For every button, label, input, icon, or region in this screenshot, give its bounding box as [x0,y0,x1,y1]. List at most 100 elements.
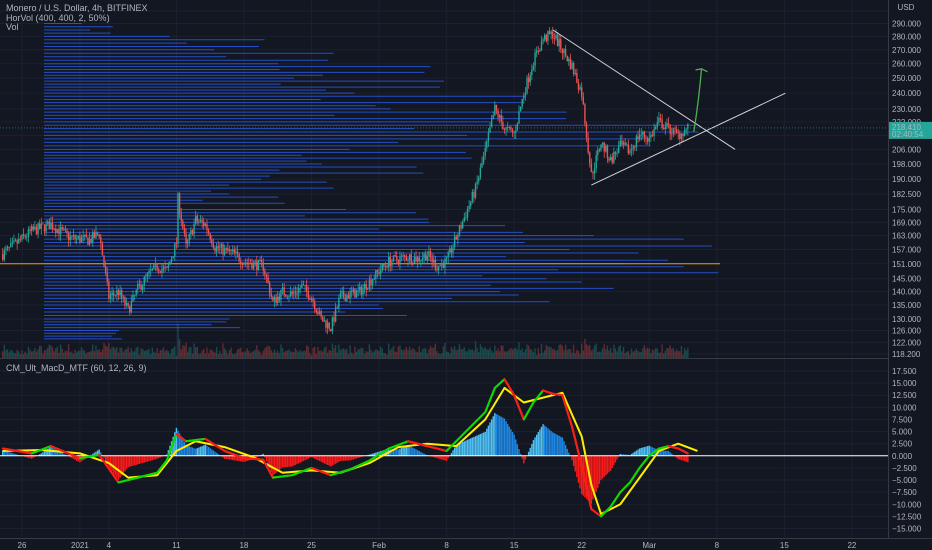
candle-body [566,55,568,62]
candle-body [389,256,392,266]
macd-histogram-bar [199,446,202,456]
volume-bar [680,345,683,358]
candle-body [433,259,435,263]
macd-histogram-bar [539,429,541,456]
candle-body [323,320,326,322]
macd-line-segment [600,505,612,518]
triangle-upper-trendline [552,29,736,150]
candle-body [537,50,539,52]
candle-body [654,126,657,129]
candle-body [383,263,385,266]
candle-body [92,232,94,243]
volume-bar [286,350,289,358]
volume-bar [675,349,678,358]
macd-histogram-bar [597,455,599,488]
macd-histogram-bar [574,455,576,472]
volume-bar [513,348,515,358]
volume-bar [585,344,588,358]
volume-bar [248,350,250,358]
candle-body [125,303,128,306]
candle-body [294,292,297,294]
macd-histogram-bar [191,447,194,456]
macd-histogram-bar [461,441,464,456]
volume-bar [212,351,215,358]
volume-bar [534,348,536,358]
volume-bar [230,347,232,358]
candle-body [137,284,139,290]
volume-bar [381,348,383,358]
candle-body [74,235,76,240]
candle-body [376,269,379,272]
volume-bar [95,345,97,358]
volume-bar [307,346,309,358]
candle-body [463,217,465,222]
candle-body [22,234,25,236]
candle-body [663,127,665,130]
volume-bar [149,354,152,358]
macd-histogram-bar [172,436,174,456]
macd-histogram-bar [360,455,363,457]
candle-body [135,289,137,295]
volume-bar [264,348,266,358]
volume-bar [608,350,610,358]
volume-bar [100,351,102,358]
macd-histogram-bar [240,455,242,462]
macd-histogram-bar [661,450,663,456]
volume-bar [370,349,372,358]
volume-bar [410,349,412,358]
volume-bar [359,349,361,358]
volume-bar [249,353,252,358]
volume-bar [268,346,271,358]
candle-body [201,220,203,222]
candle-body [408,254,411,260]
volume-bar [674,351,676,358]
candle-body [508,126,511,128]
candle-body [360,286,363,295]
volume-bar [646,347,649,358]
candle-body [149,270,152,272]
candle-body [495,104,498,111]
macd-histogram-bar [341,455,343,461]
macd-histogram-bar [511,431,514,456]
macd-histogram-bar [43,451,46,456]
macd-histogram-bar [215,452,218,456]
volume-bar [611,352,613,358]
volume-bar [19,354,22,358]
candle-body [42,223,44,225]
macd-histogram-bar [166,454,168,456]
candle-body [8,246,10,248]
volume-bar [658,352,660,358]
candle-body [574,72,576,74]
volume-bar [531,349,533,358]
candle-body [563,49,565,54]
candle-body [365,284,367,290]
candle-body [439,265,441,266]
macd-histogram-bar [275,455,277,473]
macd-histogram-bar [571,455,573,461]
candle-body [338,298,340,308]
macd-histogram-bar [407,445,409,456]
volume-bar [465,351,467,358]
candle-body [423,253,425,258]
volume-bar [563,350,565,358]
volume-bar [69,352,71,358]
volume-bar [571,352,573,358]
volume-bar [162,347,165,358]
candle-body [246,262,248,264]
volume-bar [288,349,290,358]
volume-bar [252,351,255,358]
volume-bar [317,347,319,358]
price-tick-label: 130.000 [892,315,921,324]
volume-bar [598,351,601,358]
volume-bar [471,349,474,358]
candle-body [511,129,514,133]
macd-histogram-bar [507,423,509,456]
candle-body [601,142,604,145]
macd-histogram-bar [503,418,506,456]
candle-body [90,239,92,243]
volume-bar [468,348,470,358]
volume-bar [458,344,461,358]
candle-body [244,262,247,264]
macd-histogram-bar [151,455,153,461]
